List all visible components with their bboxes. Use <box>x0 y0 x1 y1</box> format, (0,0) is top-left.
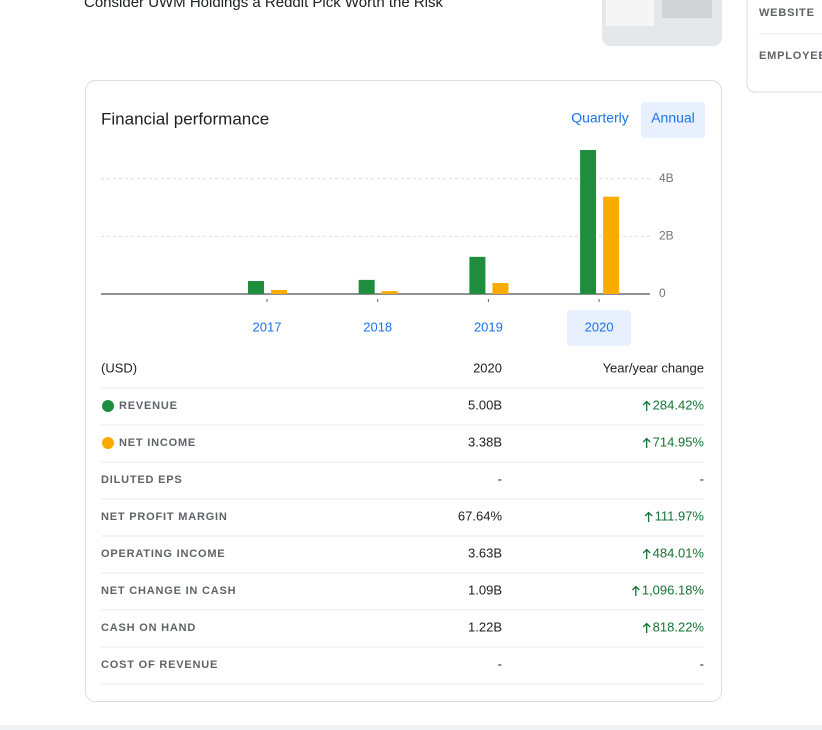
bar <box>271 289 287 294</box>
bar <box>603 196 620 294</box>
x-tick-label: 2019 <box>474 319 503 334</box>
row-change: 111.97% <box>655 508 705 523</box>
news-title[interactable]: Consider UWM Holdings a Reddit Pick Wort… <box>84 0 444 11</box>
side-panel <box>746 0 822 93</box>
bar <box>358 279 375 294</box>
row-value: - <box>498 471 502 486</box>
row-change: 484.01% <box>653 545 705 560</box>
row-change: 1,096.18% <box>642 582 705 597</box>
row-value: - <box>498 656 502 671</box>
bar <box>492 283 509 294</box>
row-value: 1.22B <box>468 619 502 634</box>
row-change: 284.42% <box>653 397 705 412</box>
row-value: 3.63B <box>468 545 502 560</box>
table-header: 2020 <box>473 360 502 375</box>
row-label: NET CHANGE IN CASH <box>101 585 236 597</box>
period-button-bg[interactable] <box>641 102 705 138</box>
row-value: 5.00B <box>468 397 502 412</box>
x-tick-label: 2018 <box>363 319 392 334</box>
y-tick-label: 0 <box>659 286 666 300</box>
x-tick-label: 2020 <box>585 319 614 334</box>
table-header: (USD) <box>101 360 137 375</box>
up-arrow <box>642 400 651 411</box>
row-label: COST OF REVENUE <box>101 659 218 671</box>
x-tick-label: 2017 <box>253 319 282 334</box>
side-label: WEBSITE <box>759 7 815 19</box>
row-change: - <box>700 471 704 486</box>
row-label: REVENUE <box>119 400 178 412</box>
footer-strip <box>0 725 822 730</box>
selected-year-bg[interactable] <box>567 310 631 346</box>
row-label: NET INCOME <box>119 437 196 449</box>
period-button[interactable]: Quarterly <box>571 110 629 126</box>
up-arrow <box>642 548 651 559</box>
table-header: Year/year change <box>603 360 704 375</box>
card <box>85 80 722 702</box>
row-value: 67.64% <box>458 508 503 523</box>
row-label: DILUTED EPS <box>101 474 183 486</box>
thumbnail-window <box>606 0 654 26</box>
up-arrow <box>631 585 640 596</box>
period-button[interactable]: Annual <box>651 110 695 126</box>
row-change: - <box>700 656 704 671</box>
thumbnail-window <box>662 0 712 18</box>
row-value: 1.09B <box>468 582 502 597</box>
bar <box>381 291 398 294</box>
row-label: CASH ON HAND <box>101 622 196 634</box>
row-label: OPERATING INCOME <box>101 548 225 560</box>
y-tick-label: 2B <box>659 229 674 243</box>
row-change: 714.95% <box>653 434 705 449</box>
side-label: EMPLOYEES <box>759 50 822 62</box>
legend-dot <box>102 437 114 449</box>
row-value: 3.38B <box>468 434 502 449</box>
bar <box>469 256 486 294</box>
legend-dot <box>102 400 114 412</box>
y-tick-label: 4B <box>659 171 674 185</box>
bar <box>580 150 597 294</box>
row-change: 818.22% <box>653 619 705 634</box>
section-title: Financial performance <box>101 109 269 128</box>
up-arrow <box>644 511 653 522</box>
up-arrow <box>642 437 651 448</box>
bar <box>248 281 264 294</box>
row-label: NET PROFIT MARGIN <box>101 511 228 523</box>
up-arrow <box>642 622 651 633</box>
